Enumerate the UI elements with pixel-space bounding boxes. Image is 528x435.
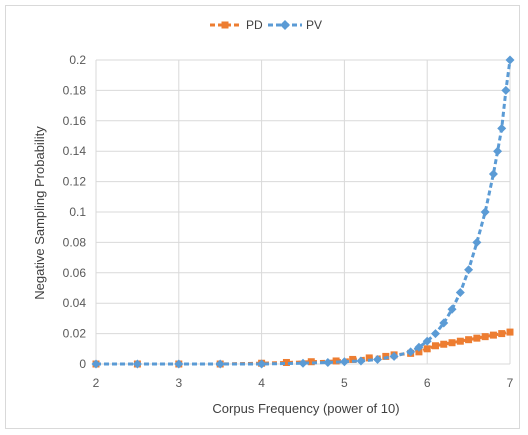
y-tick-labels: 0 0.02 0.04 0.06 0.08 0.1 0.12 0.14 0.16 0.18 0.2	[63, 53, 87, 371]
data-point-pd	[498, 330, 505, 337]
data-point-pv	[481, 208, 490, 217]
data-point-pd	[449, 339, 456, 346]
data-point-pv	[493, 147, 502, 156]
y-tick-label: 0.04	[63, 296, 87, 310]
y-tick-label: 0.18	[63, 83, 87, 97]
y-tick-label: 0.2	[69, 53, 86, 67]
legend-marker-pd	[222, 22, 229, 29]
y-tick-label: 0.06	[63, 266, 87, 280]
x-tick-label: 6	[424, 376, 431, 390]
data-point-pd	[424, 345, 431, 352]
y-tick-label: 0	[79, 357, 86, 371]
data-point-pd	[440, 341, 447, 348]
data-point-pv	[431, 329, 440, 338]
data-point-pd	[473, 335, 480, 342]
x-tick-label: 4	[258, 376, 265, 390]
data-point-pv	[456, 288, 465, 297]
y-tick-label: 0.02	[63, 327, 87, 341]
data-point-pv	[489, 170, 498, 179]
data-point-pv	[472, 238, 481, 247]
y-tick-label: 0.08	[63, 235, 87, 249]
legend-marker-pv	[280, 20, 290, 30]
y-tick-label: 0.16	[63, 114, 87, 128]
x-tick-label: 7	[507, 376, 514, 390]
x-tick-labels: 2 3 4 5 6 7	[93, 376, 514, 390]
legend-label-pd: PD	[246, 18, 263, 32]
x-tick-label: 2	[93, 376, 100, 390]
data-point-pd	[465, 336, 472, 343]
data-point-pv	[501, 86, 510, 95]
data-point-pd	[432, 342, 439, 349]
x-axis-title: Corpus Frequency (power of 10)	[212, 401, 399, 416]
y-tick-label: 0.1	[69, 205, 86, 219]
legend-label-pv: PV	[306, 18, 322, 32]
x-tick-label: 3	[175, 376, 182, 390]
data-point-pd	[490, 332, 497, 339]
y-tick-label: 0.12	[63, 175, 87, 189]
y-axis-title: Negative Sampling Probability	[32, 126, 47, 300]
x-tick-label: 5	[341, 376, 348, 390]
data-point-pv	[497, 124, 506, 133]
y-tick-label: 0.14	[63, 144, 87, 158]
legend: PD PV	[210, 18, 322, 32]
data-point-pv	[506, 56, 515, 65]
data-point-pd	[482, 333, 489, 340]
legend-item-pd: PD	[210, 18, 263, 32]
data-point-pv	[323, 358, 332, 367]
gridlines	[96, 60, 510, 364]
data-point-pd	[457, 338, 464, 345]
data-point-pd	[507, 329, 514, 336]
data-point-pv	[299, 359, 308, 368]
legend-item-pv: PV	[268, 18, 322, 32]
